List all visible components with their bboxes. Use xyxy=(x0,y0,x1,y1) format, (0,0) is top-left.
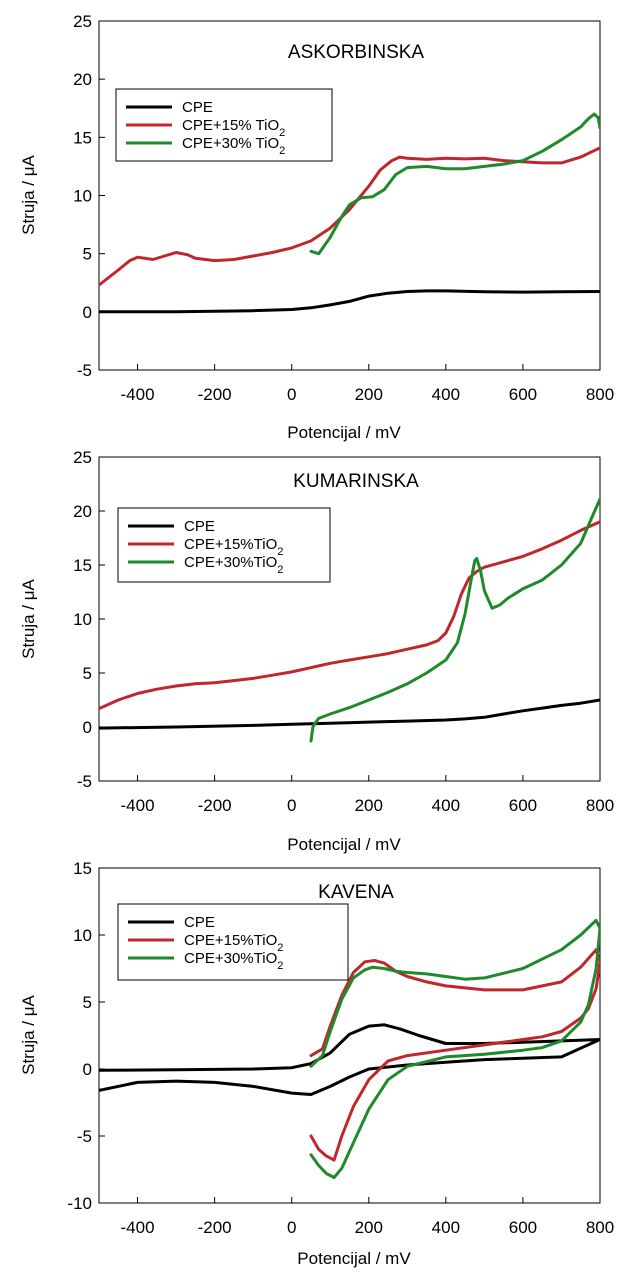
y-axis-label: Struja / μA xyxy=(19,994,38,1074)
x-tick-label: 800 xyxy=(586,796,614,815)
legend-label-3: CPE+30% TiO2 xyxy=(182,135,285,157)
x-tick-label: 200 xyxy=(355,385,383,404)
x-tick-label: 200 xyxy=(355,1218,383,1237)
x-tick-label: -200 xyxy=(198,1218,232,1237)
chart-panel-2: -5 0 5 10 15 20 25 -400 -200 0 200 400 600 800 KUMARIN… xyxy=(19,448,614,854)
x-tick-label: -400 xyxy=(121,1218,155,1237)
series-line-1 xyxy=(99,698,600,730)
y-tick-label: -5 xyxy=(77,1127,92,1146)
legend-label-3: CPE+30%TiO2 xyxy=(184,554,283,576)
x-tick-label: -400 xyxy=(121,385,155,404)
y-tick-label: 0 xyxy=(83,1060,92,1079)
y-tick-label: 15 xyxy=(73,859,92,878)
y-tick-label: 0 xyxy=(83,303,92,322)
series-line-3 xyxy=(309,497,600,743)
x-tick-label: 200 xyxy=(355,796,383,815)
x-tick-label: 800 xyxy=(586,1218,614,1237)
y-tick-label: 5 xyxy=(83,993,92,1012)
y-tick-label: -5 xyxy=(77,361,92,380)
plot-frame xyxy=(98,456,601,782)
y-tick-label: 5 xyxy=(83,245,92,264)
chart-title: ASKORBINSKA xyxy=(288,42,425,63)
x-axis-label: Potencijal / mV xyxy=(297,1249,411,1268)
y-tick-label: -10 xyxy=(67,1194,92,1213)
series-line-3 xyxy=(309,112,600,256)
series-line-2 xyxy=(309,948,600,1162)
x-tick-label: 400 xyxy=(432,1218,460,1237)
y-tick-label: -5 xyxy=(77,772,92,791)
legend-label-3: CPE+30%TiO2 xyxy=(184,950,283,972)
legend-label-2: CPE+15% TiO2 xyxy=(182,117,285,139)
legend-label-2: CPE+15%TiO2 xyxy=(184,932,283,954)
x-tick-label: -200 xyxy=(198,385,232,404)
x-tick-label: -200 xyxy=(198,796,232,815)
legend-label-1: CPE xyxy=(182,99,213,116)
legend-box xyxy=(117,903,349,981)
x-tick-label: 0 xyxy=(287,385,296,404)
series-line-1 xyxy=(99,289,600,314)
chart-title: KUMARINSKA xyxy=(293,471,419,492)
y-tick-label: 25 xyxy=(73,448,92,467)
y-tick-label: 20 xyxy=(73,502,92,521)
x-axis-label: Potencijal / mV xyxy=(287,423,401,442)
x-tick-label: 0 xyxy=(287,796,296,815)
x-tick-label: 600 xyxy=(509,1218,537,1237)
x-tick-label: -400 xyxy=(121,796,155,815)
x-axis-label: Potencijal / mV xyxy=(287,835,401,854)
x-tick-label: 0 xyxy=(287,1218,296,1237)
series-line-3 xyxy=(309,918,600,1179)
y-tick-label: 15 xyxy=(73,556,92,575)
series-line-1 xyxy=(99,1023,600,1096)
y-tick-label: 10 xyxy=(73,610,92,629)
chart-panel-1: -5 0 5 10 15 20 25 -400 -200 0 200 400 600 800 ASKORBI… xyxy=(19,12,614,442)
y-tick-label: 0 xyxy=(83,718,92,737)
y-tick-label: 15 xyxy=(73,128,92,147)
x-tick-label: 600 xyxy=(509,385,537,404)
x-tick-label: 800 xyxy=(586,385,614,404)
x-tick-label: 400 xyxy=(432,796,460,815)
chart-title: KAVENA xyxy=(318,882,394,903)
y-axis-label: Struja / μA xyxy=(19,578,38,658)
legend-label-2: CPE+15%TiO2 xyxy=(184,536,283,558)
legend-label-1: CPE xyxy=(184,518,215,535)
plot-frame xyxy=(98,20,601,371)
plot-frame xyxy=(98,867,601,1204)
x-tick-label: 600 xyxy=(509,796,537,815)
series-line-2 xyxy=(99,146,600,287)
legend-label-1: CPE xyxy=(184,914,215,931)
x-tick-label: 400 xyxy=(432,385,460,404)
y-tick-label: 10 xyxy=(73,926,92,945)
y-tick-label: 25 xyxy=(73,12,92,31)
y-axis-label: Struja / μA xyxy=(19,154,38,234)
y-tick-label: 20 xyxy=(73,70,92,89)
y-tick-label: 10 xyxy=(73,187,92,206)
series-line-2 xyxy=(99,520,600,711)
y-tick-label: 5 xyxy=(83,664,92,683)
